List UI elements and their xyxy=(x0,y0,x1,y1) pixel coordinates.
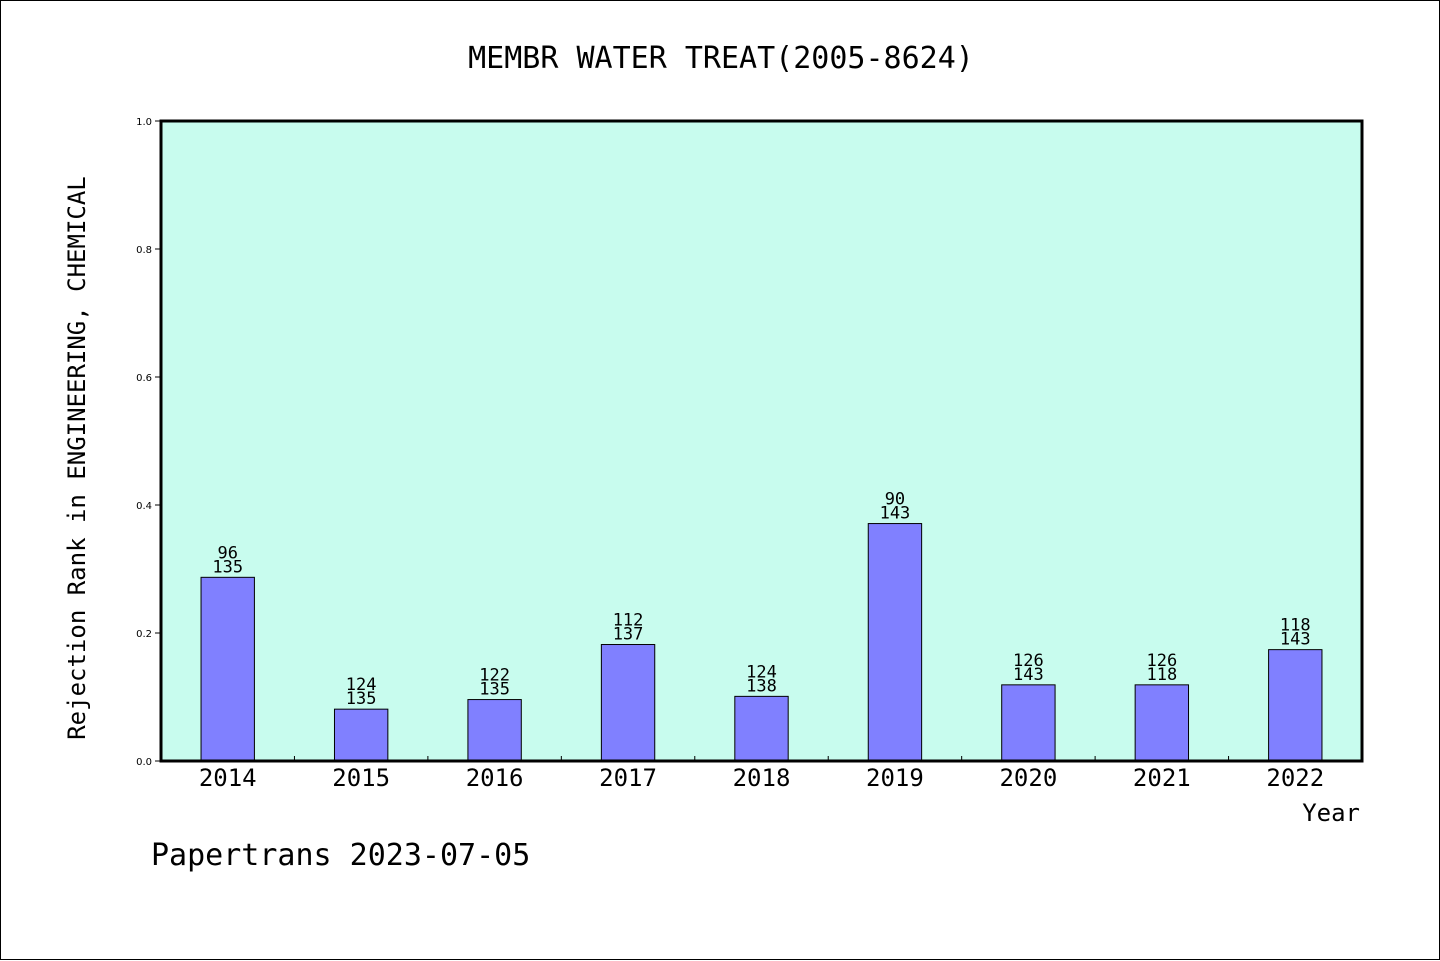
bar-label-top: 112 xyxy=(613,611,644,631)
plot-area xyxy=(161,121,1362,761)
bar-label-top: 126 xyxy=(1146,651,1177,671)
chart-title: MEMBR WATER TREAT(2005-8624) xyxy=(468,41,974,76)
bar xyxy=(333,708,389,762)
bar xyxy=(867,523,923,762)
bar-label-bottom: 135 xyxy=(346,689,377,709)
plot-background xyxy=(161,121,1362,761)
plot-border xyxy=(159,119,1364,763)
x-tick-label: 2022 xyxy=(1266,764,1324,792)
bar xyxy=(734,695,789,762)
x-tick-label: 2021 xyxy=(1133,764,1191,792)
bar-label-top: 124 xyxy=(746,662,777,682)
y-tick-label: 0.8 xyxy=(136,245,152,256)
x-tick-label: 2017 xyxy=(599,764,657,792)
x-axis: 2014 2015 2016 2017 2018 2019 2020 2021 2022 xyxy=(199,756,1324,792)
x-axis-label: Year xyxy=(1302,799,1360,827)
bar-label-top: 90 xyxy=(885,490,905,510)
x-tick-label: 2018 xyxy=(733,764,791,792)
bar xyxy=(600,644,656,762)
x-tick-label: 2014 xyxy=(199,764,257,792)
y-axis-label: Rejection Rank in ENGINEERING, CHEMICAL xyxy=(63,176,91,740)
bar-label-top: 126 xyxy=(1013,651,1044,671)
y-tick-label: 1.0 xyxy=(136,117,152,128)
x-tick-label: 2015 xyxy=(332,764,390,792)
bar-label-top: 124 xyxy=(346,675,377,695)
bar xyxy=(1134,684,1190,762)
bars xyxy=(200,523,1323,762)
bar xyxy=(1268,649,1323,762)
y-tick-label: 0.2 xyxy=(136,629,152,640)
x-tick-label: 2019 xyxy=(866,764,924,792)
bar-label-bottom: 138 xyxy=(746,676,777,696)
x-tick-label: 2016 xyxy=(466,764,524,792)
y-axis: 0.0 0.2 0.4 0.6 0.8 1.0 xyxy=(136,117,161,768)
bar xyxy=(1001,684,1056,762)
bar-label-bottom: 135 xyxy=(479,680,510,700)
y-tick-label: 0.6 xyxy=(136,373,152,384)
bar xyxy=(467,699,522,762)
bar-labels: 9613512413512213511213712413890143126143… xyxy=(159,119,1364,763)
x-tick-label: 2020 xyxy=(999,764,1057,792)
bar-label-bottom: 135 xyxy=(212,557,243,577)
bar-label-top: 118 xyxy=(1280,616,1311,636)
footer-date-text: Papertrans 2023-07-05 xyxy=(151,838,530,873)
bar-label-top: 122 xyxy=(479,666,510,686)
y-tick-label: 0.0 xyxy=(136,757,152,768)
bar-label-top: 96 xyxy=(217,543,237,563)
bar-label-bottom: 118 xyxy=(1146,665,1177,685)
bar-label-bottom: 143 xyxy=(1280,630,1311,650)
bar xyxy=(200,576,255,762)
bar-label-bottom: 143 xyxy=(1013,665,1044,685)
bar-label-bottom: 143 xyxy=(880,504,911,524)
bar-label-bottom: 137 xyxy=(613,625,644,645)
y-tick-label: 0.4 xyxy=(136,501,152,512)
